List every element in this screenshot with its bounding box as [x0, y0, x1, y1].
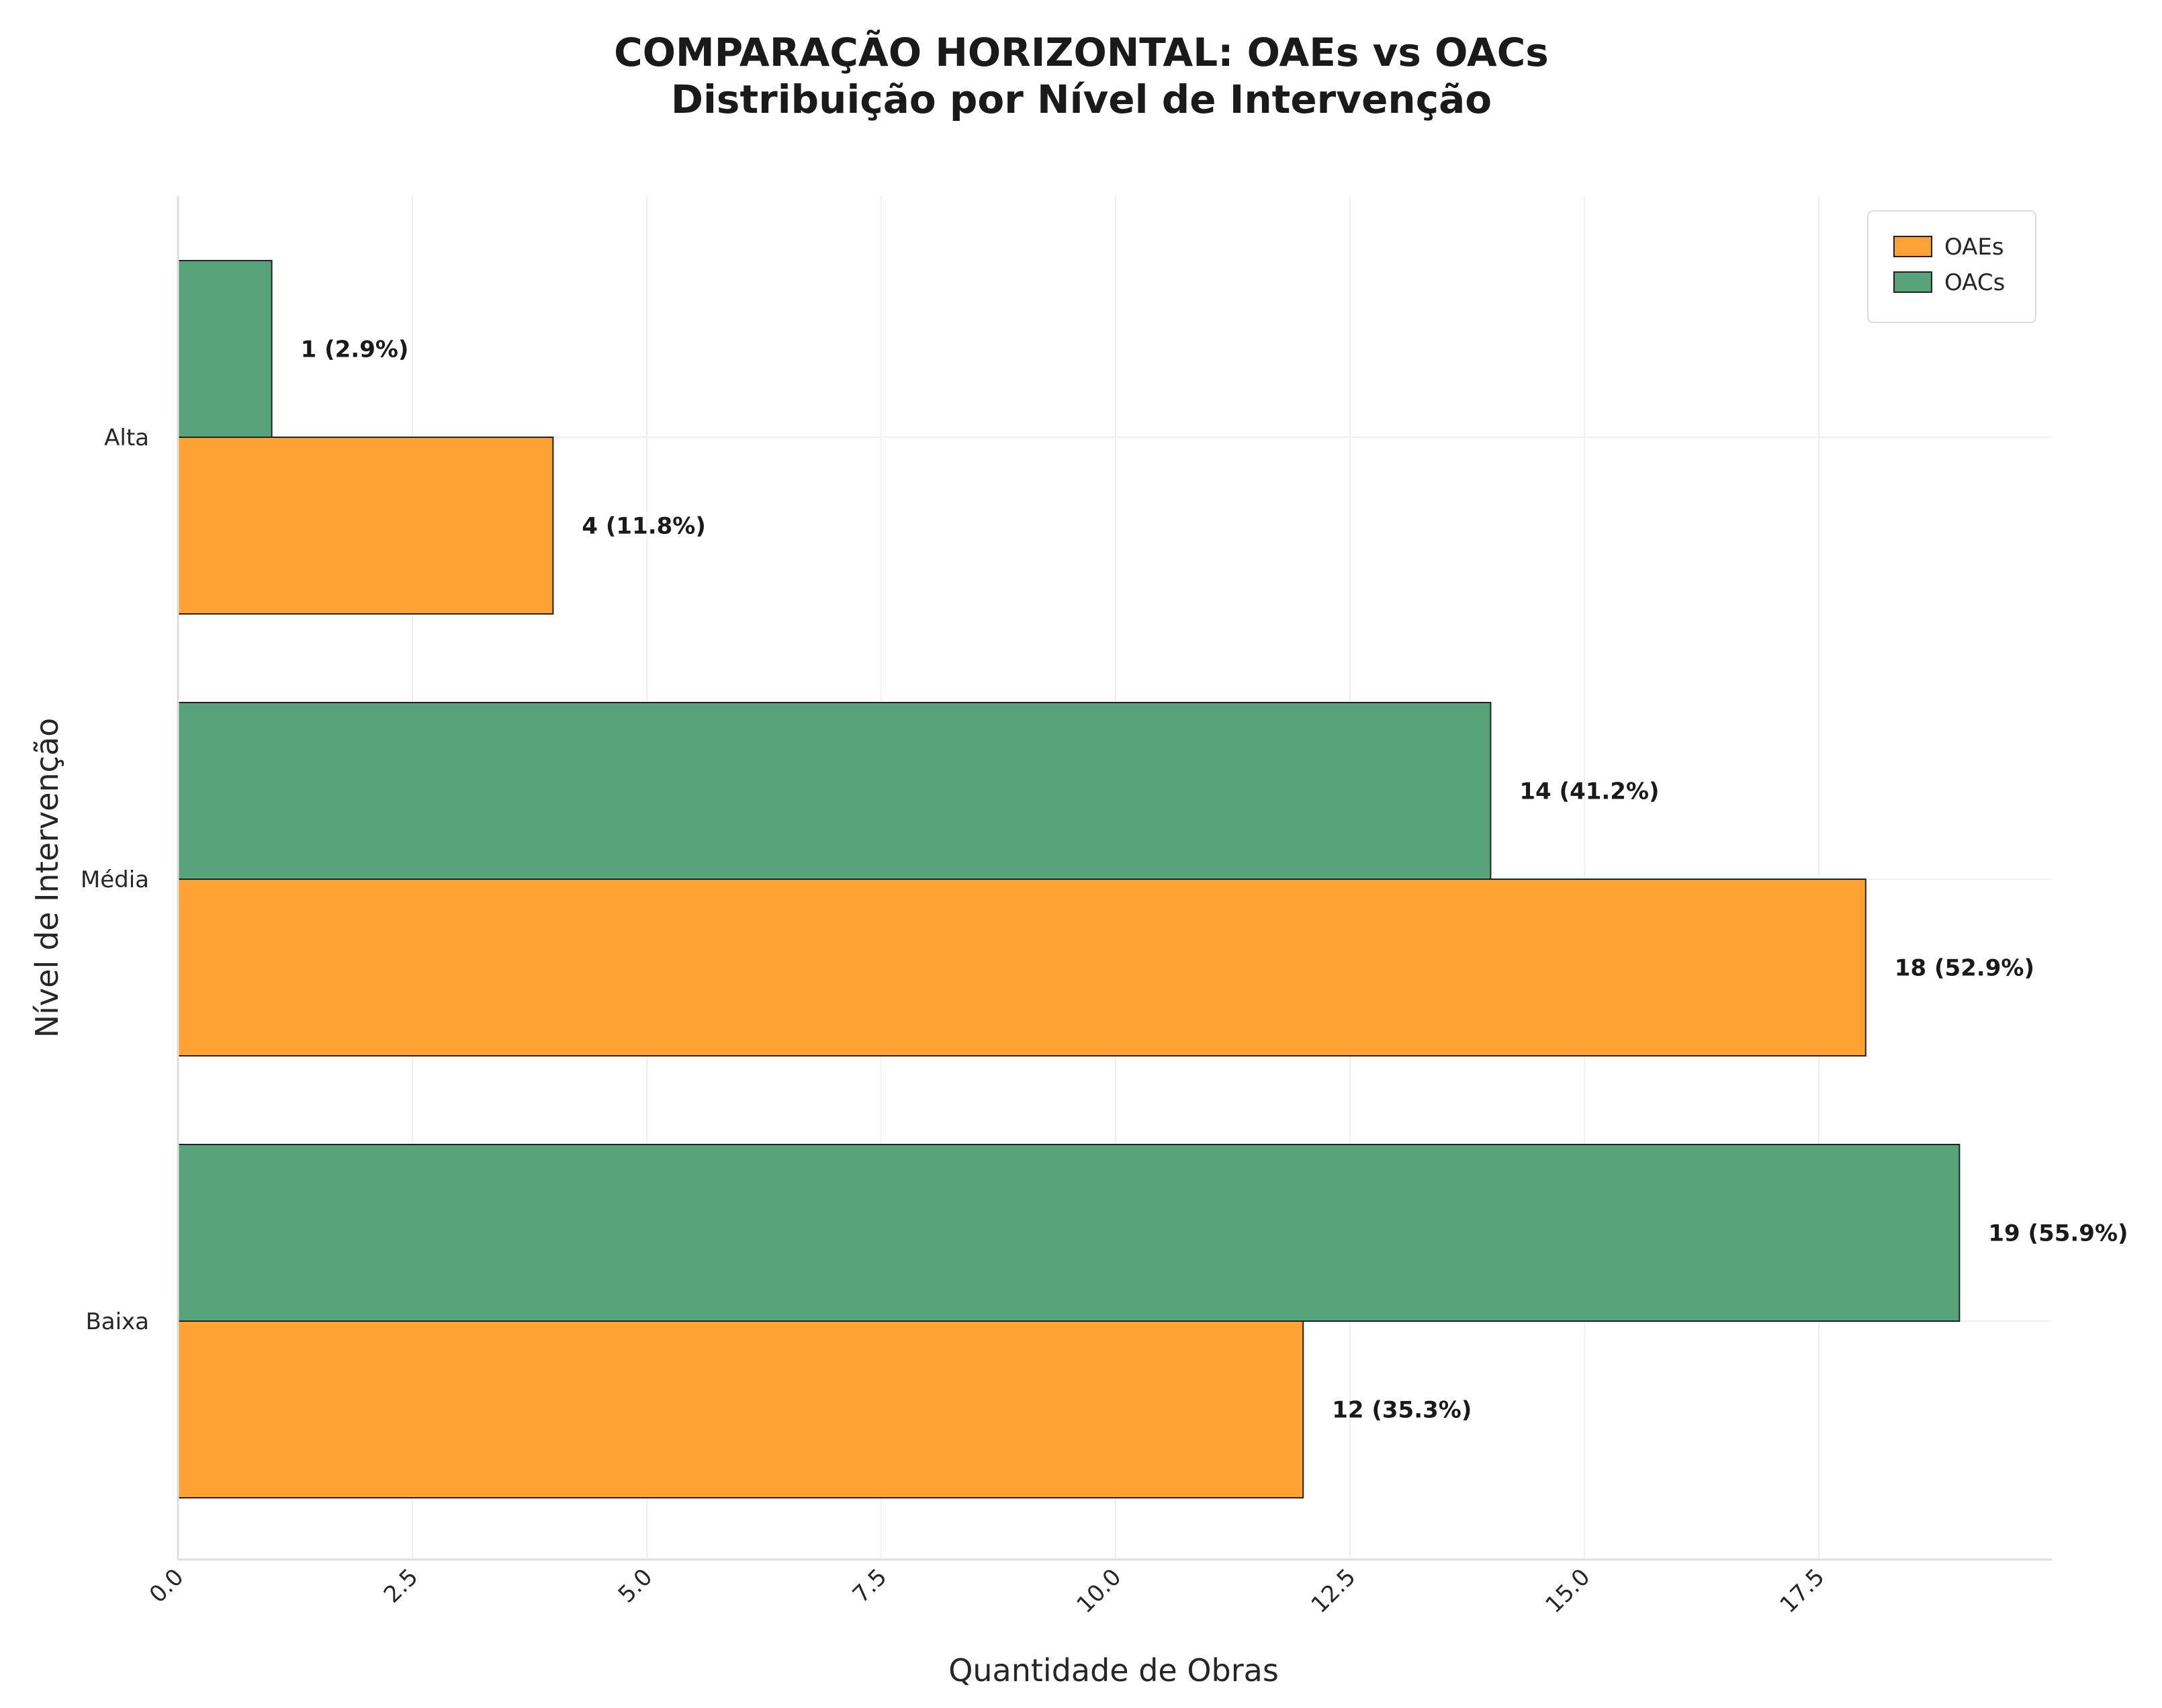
legend-label-oaes: OAEs — [1944, 234, 2004, 261]
bar-oacs-alta — [177, 260, 273, 438]
x-axis-label: Quantidade de Obras — [948, 1652, 1279, 1689]
chart-subtitle: Distribuição por Nível de Intervenção — [671, 77, 1492, 122]
x-tick-label: 7.5 — [848, 1564, 893, 1609]
x-tick-label: 17.5 — [1775, 1564, 1830, 1619]
legend-label-oacs: OACs — [1944, 269, 2005, 296]
legend-swatch-oaes — [1893, 236, 1932, 257]
bars — [177, 260, 1961, 1498]
y-tick-label-media: Média — [81, 866, 149, 893]
x-tick-label: 12.5 — [1306, 1564, 1361, 1619]
bar-oaes-media — [177, 879, 1866, 1057]
bar-oaes-alta — [177, 437, 554, 615]
x-tick-label: 10.0 — [1072, 1564, 1127, 1619]
bar-oacs-media — [177, 702, 1492, 880]
x-tick-label: 0.0 — [144, 1564, 189, 1609]
bar-label-oacs-media: 14 (41.2%) — [1519, 778, 1659, 805]
y-tick-label-alta: Alta — [104, 424, 149, 451]
chart-title: COMPARAÇÃO HORIZONTAL: OAEs vs OACs — [614, 29, 1549, 75]
bar-label-oacs-baixa: 19 (55.9%) — [1988, 1220, 2128, 1247]
y-tick-label-baixa: Baixa — [85, 1308, 149, 1335]
legend-box — [1867, 210, 2036, 323]
y-tick-labels: Alta Média Baixa — [81, 424, 149, 1335]
bar-label-oacs-alta: 1 (2.9%) — [301, 336, 409, 363]
bar-label-oaes-media: 18 (52.9%) — [1895, 955, 2034, 982]
bar-label-oaes-baixa: 12 (35.3%) — [1332, 1397, 1472, 1424]
bar-oacs-baixa — [177, 1144, 1961, 1322]
legend-swatch-oacs — [1893, 271, 1932, 293]
bar-oaes-baixa — [177, 1320, 1304, 1498]
bar-labels: 4 (11.8%) 1 (2.9%) 18 (52.9%) 14 (41.2%) 12 … — [301, 336, 2128, 1424]
x-tick-label: 15.0 — [1541, 1564, 1596, 1619]
bar-label-oaes-alta: 4 (11.8%) — [582, 513, 706, 540]
x-tick-labels: 0.0 2.5 5.0 7.5 10.0 12.5 15.0 17.5 — [144, 1564, 1830, 1619]
legend: OAEs OACs — [1867, 210, 2036, 323]
x-tick-label: 2.5 — [379, 1564, 424, 1609]
x-tick-label: 5.0 — [613, 1564, 658, 1609]
y-axis-label: Nível de Intervenção — [29, 718, 65, 1038]
